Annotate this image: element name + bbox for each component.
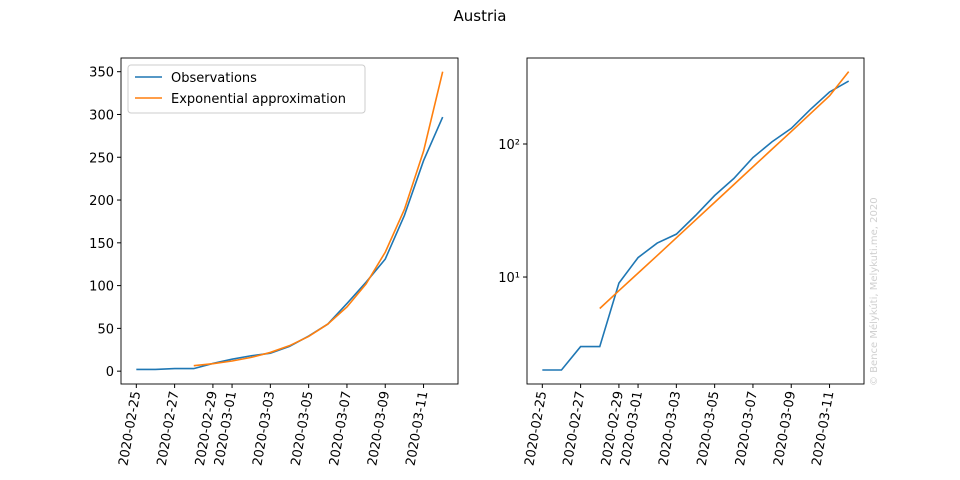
watermark: © Bence Mélykúti, Melykuti.me, 2020 xyxy=(868,197,880,386)
series-line xyxy=(542,80,850,371)
y-tick-label: 50 xyxy=(97,322,114,337)
y-tick-label: 100 xyxy=(89,280,114,295)
x-tick-label: 2020-03-03 xyxy=(250,390,278,467)
legend-label: Exponential approximation xyxy=(171,92,346,107)
figure-title: Austria xyxy=(454,7,507,25)
y-tick-label: 300 xyxy=(89,108,114,123)
x-tick-label: 2020-03-03 xyxy=(656,390,684,467)
legend-box xyxy=(127,64,366,114)
y-tick-label: 0 xyxy=(106,365,114,380)
x-tick-label: 2020-03-09 xyxy=(771,390,799,467)
y-tick-label: 200 xyxy=(89,194,114,209)
y-tick-label: 10² xyxy=(498,138,520,153)
x-tick-label: 2020-03-07 xyxy=(327,390,355,467)
x-tick-label: 2020-03-11 xyxy=(404,390,432,467)
axes-frame xyxy=(120,57,459,385)
y-tick-label: 250 xyxy=(89,151,114,166)
series-line xyxy=(193,71,444,367)
y-tick-label: 10¹ xyxy=(498,271,520,286)
x-tick-label: 2020-03-05 xyxy=(695,390,723,467)
legend-label: Observations xyxy=(171,71,257,86)
y-tick-label: 350 xyxy=(89,66,114,81)
x-tick-label: 2020-03-05 xyxy=(289,390,317,467)
axes-frame xyxy=(526,57,865,385)
series-line xyxy=(136,116,444,371)
x-tick-label: 2020-02-27 xyxy=(561,390,589,467)
x-tick-label: 2020-03-07 xyxy=(733,390,761,467)
x-tick-label: 2020-02-25 xyxy=(522,390,550,467)
series-line xyxy=(599,71,850,310)
x-tick-label: 2020-02-27 xyxy=(155,390,183,467)
x-tick-label: 2020-03-09 xyxy=(365,390,393,467)
x-tick-label: 2020-03-11 xyxy=(810,390,838,467)
y-tick-label: 150 xyxy=(89,237,114,252)
x-tick-label: 2020-02-25 xyxy=(116,390,144,467)
